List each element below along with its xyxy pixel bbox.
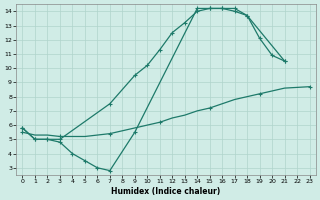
X-axis label: Humidex (Indice chaleur): Humidex (Indice chaleur) xyxy=(111,187,221,196)
